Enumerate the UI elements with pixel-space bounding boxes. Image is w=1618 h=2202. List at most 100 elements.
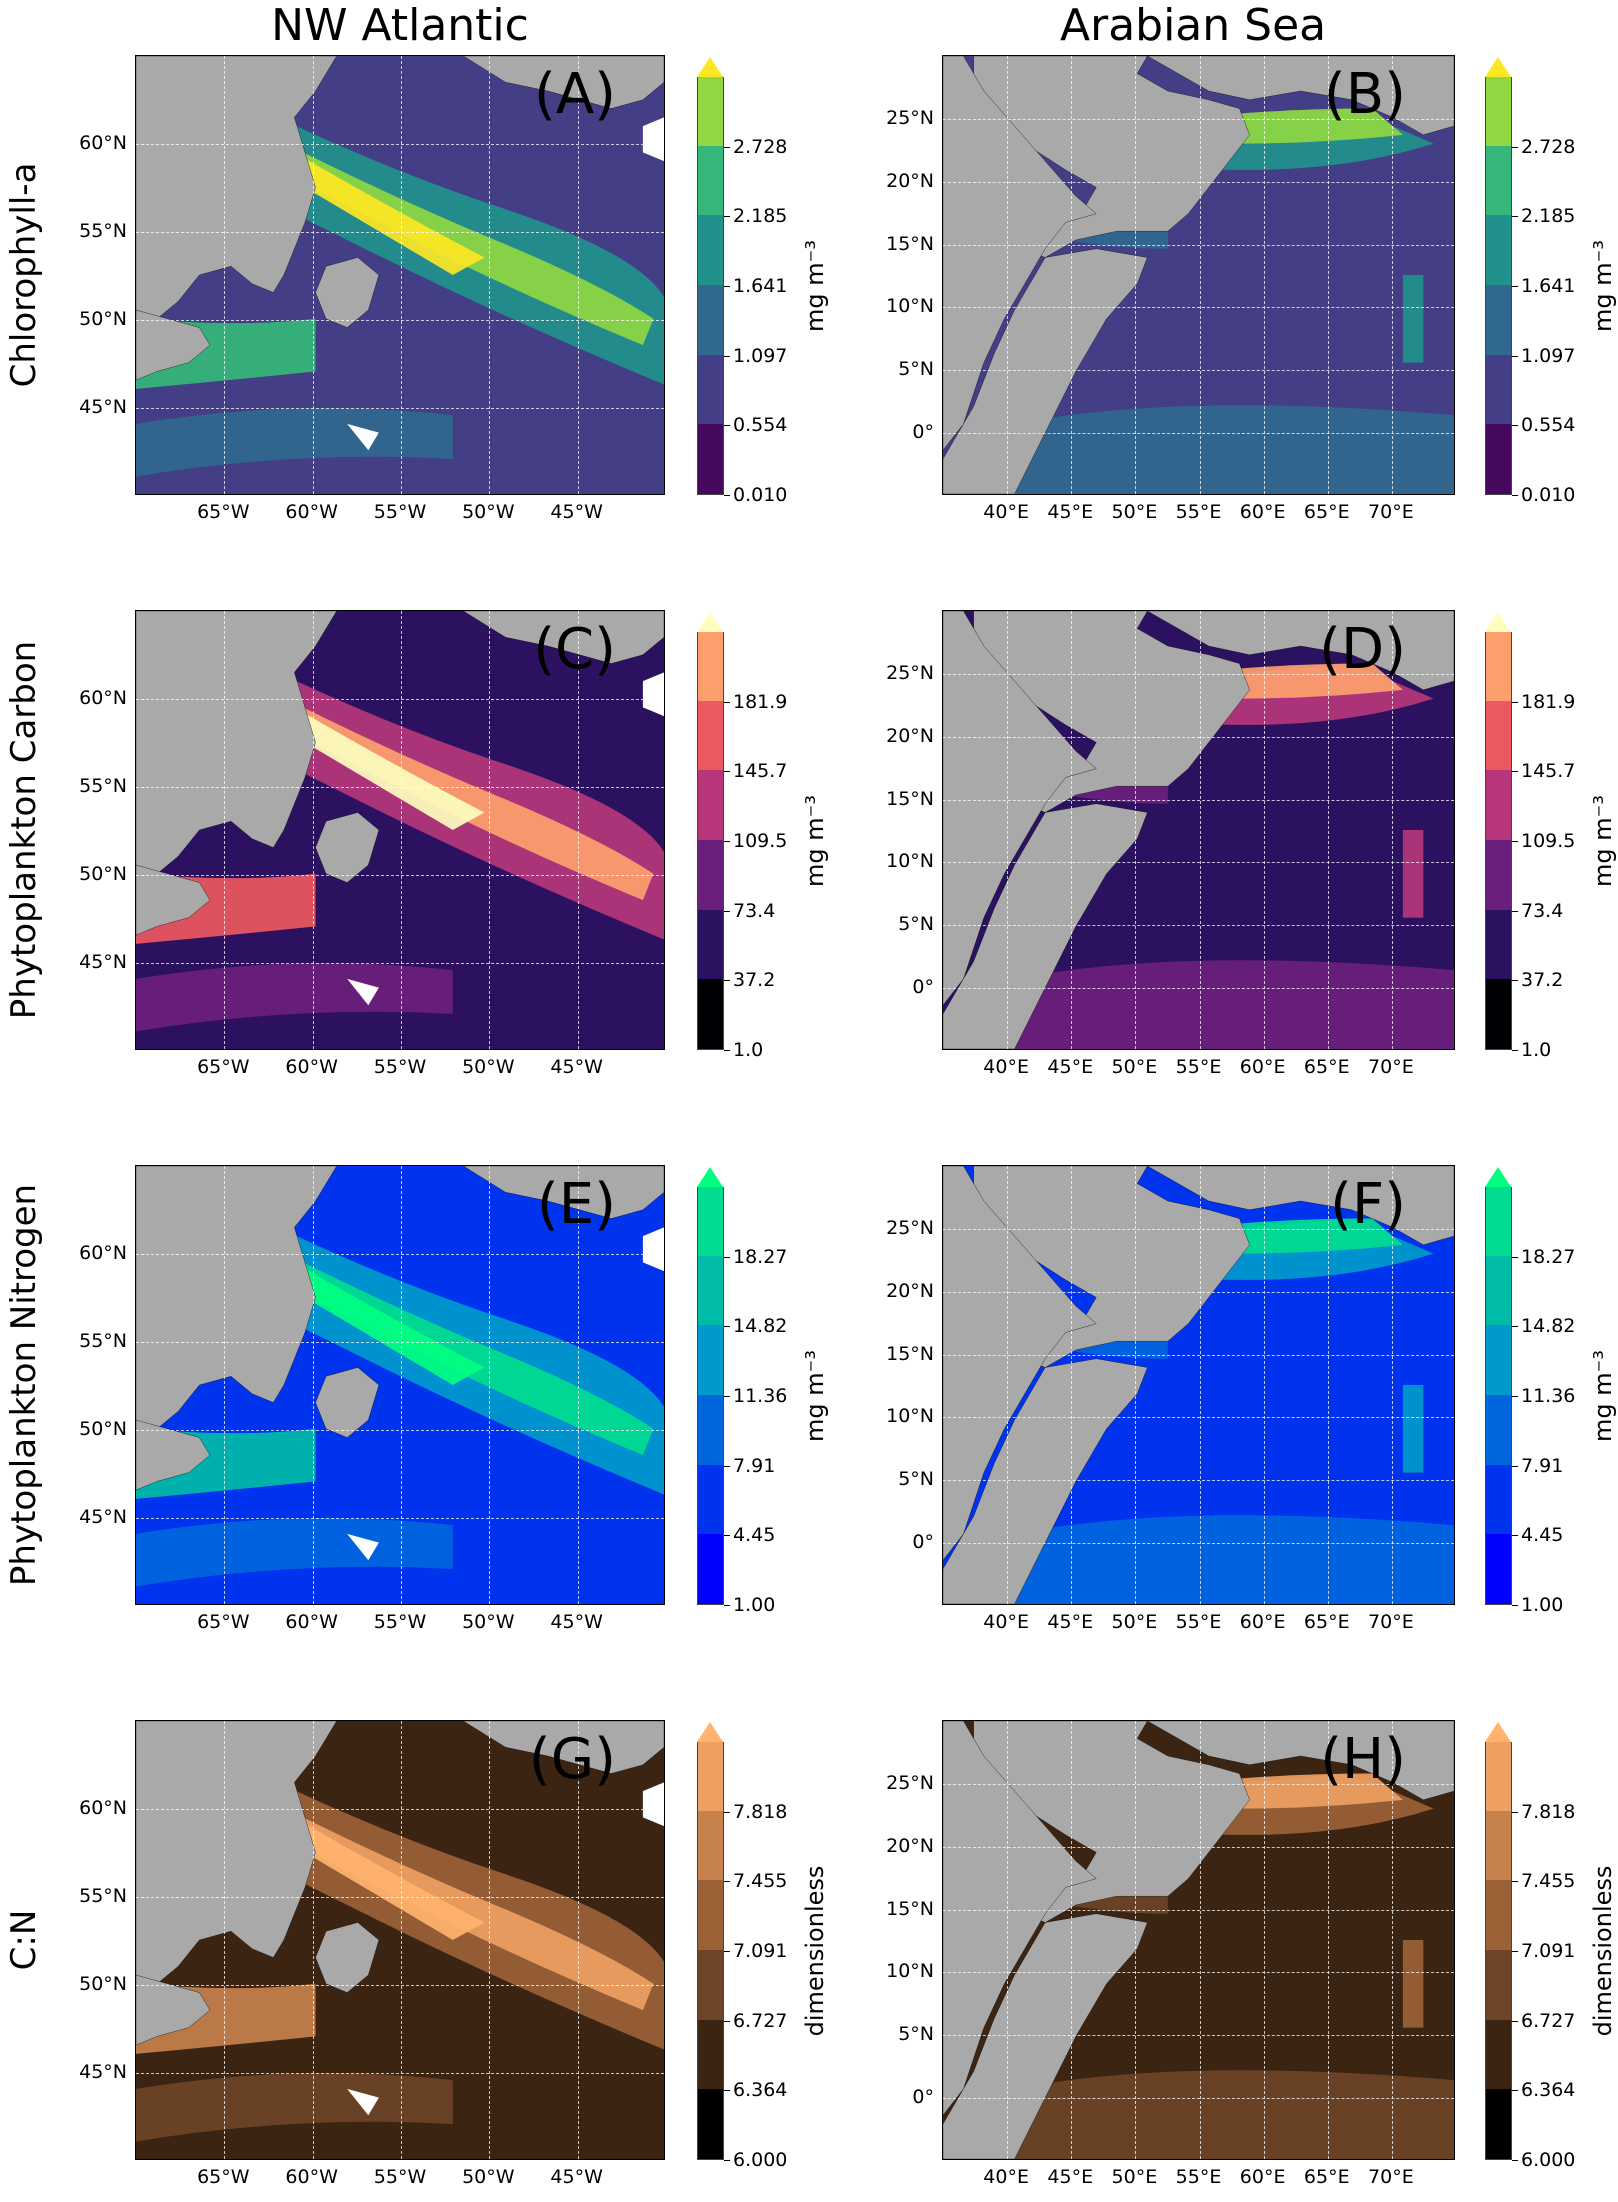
gridline-lon	[1327, 1166, 1329, 1604]
gridline-lon	[1199, 1721, 1201, 2159]
gridline-lon	[401, 56, 402, 494]
gridline-lat	[943, 1291, 1454, 1293]
ocean-band	[973, 960, 1454, 1049]
gridline-lat	[136, 963, 664, 964]
ocean-band	[262, 689, 654, 901]
colorbar-tick-mark	[1512, 701, 1518, 703]
colorbar-segment	[1486, 424, 1511, 494]
panel-label: (B)	[1323, 62, 1406, 127]
land-mass	[463, 1166, 664, 1219]
colorbar-segment	[698, 1464, 723, 1535]
colorbar-segment	[698, 631, 723, 701]
gridline-lon	[1007, 1721, 1009, 2159]
colorbar-tick-label: 6.727	[1521, 2009, 1576, 2032]
map-panel-e: (E)	[135, 1165, 665, 1605]
gridline-lon	[577, 1166, 579, 1604]
longitude-label: 45°E	[1047, 1611, 1094, 1633]
gridline-lat	[136, 787, 664, 788]
gridline-lon	[1391, 1166, 1393, 1604]
colorbar-segment	[1486, 840, 1511, 910]
colorbar-tick-mark	[1512, 1881, 1518, 1883]
colorbar-segment	[698, 215, 723, 285]
gridline-lon	[1263, 1166, 1265, 1604]
gridline-lon	[1199, 56, 1201, 494]
colorbar-unit-label: mg m⁻³	[801, 240, 829, 332]
colorbar-unit-label: mg m⁻³	[801, 795, 829, 887]
colorbar-tick-mark	[724, 701, 730, 703]
gridline-lon	[1135, 1166, 1137, 1604]
colorbar-segment	[698, 979, 723, 1049]
map-canvas	[136, 56, 664, 494]
longitude-label: 55°W	[373, 1611, 427, 1633]
colorbar-tick-label: 4.45	[1521, 1524, 1564, 1547]
colorbar-tick-label: 7.091	[1521, 1940, 1576, 1962]
gridline-lon	[1391, 611, 1393, 1049]
ocean-band	[1402, 830, 1424, 918]
ocean-band	[294, 152, 485, 275]
colorbar-tick-mark	[1512, 771, 1518, 773]
gridline-lat	[943, 1543, 1454, 1545]
colorbar-tick-mark	[1512, 1326, 1518, 1328]
land-mass	[316, 257, 379, 327]
colorbar-tick-label: 1.641	[1521, 275, 1576, 297]
land-mass	[1147, 1721, 1454, 1800]
colorbar-segment	[1486, 1464, 1511, 1535]
map-panel-f: (F)	[942, 1165, 1455, 1605]
colorbar-tick-mark	[724, 841, 730, 842]
gridline-lat	[943, 988, 1454, 990]
colorbar-extend-arrow	[697, 1167, 723, 1187]
land-mass	[463, 56, 664, 109]
longitude-label: 45°W	[550, 1611, 603, 1633]
colorbar-tick-label: 6.000	[1521, 2149, 1576, 2171]
colorbar-tick-label: 6.364	[1521, 2079, 1576, 2102]
latitude-label: 60°N	[79, 1797, 127, 1819]
colorbar-segment	[698, 2019, 723, 2090]
colorbar-tick-label: 145.7	[1521, 760, 1576, 783]
longitude-label: 45°W	[550, 501, 603, 523]
colorbar-tick-mark	[1512, 2020, 1518, 2022]
land-mass	[316, 812, 379, 882]
map-canvas	[136, 611, 664, 1049]
land-mass	[316, 1367, 379, 1437]
colorbar	[697, 631, 724, 1050]
panel-label: (G)	[528, 1727, 616, 1792]
gridline-lon	[312, 1166, 314, 1604]
column-title-nw-atlantic: NW Atlantic	[271, 0, 529, 51]
gridline-lat	[136, 875, 664, 876]
colorbar	[1485, 631, 1512, 1050]
gridline-lon	[1391, 56, 1393, 494]
gridline-lon	[1071, 56, 1073, 494]
panel-label: (D)	[1319, 617, 1406, 682]
colorbar-tick-label: 18.27	[1521, 1245, 1576, 1268]
map-canvas	[943, 1721, 1454, 2159]
colorbar-tick-mark	[1512, 1535, 1518, 1537]
gridline-lat	[943, 244, 1454, 246]
colorbar-segment	[1486, 215, 1511, 285]
latitude-label: 0°	[912, 421, 934, 444]
land-mass	[943, 249, 1147, 494]
gridline-lat	[943, 118, 1454, 120]
gridline-lon	[401, 611, 402, 1049]
gridline-lon	[1263, 611, 1265, 1049]
land-mass	[136, 1166, 337, 1429]
gridline-lat	[136, 1985, 664, 1986]
colorbar-tick-label: 1.00	[1521, 1594, 1564, 1616]
gridline-lat	[943, 1354, 1454, 1356]
gridline-lat	[136, 699, 664, 700]
latitude-label: 5°N	[898, 1468, 934, 1491]
colorbar-tick-label: 2.185	[733, 205, 788, 228]
gridline-lon	[1391, 1721, 1393, 2159]
colorbar-tick-label: 4.45	[733, 1524, 776, 1547]
colorbar-tick-mark	[724, 1256, 730, 1258]
colorbar-segment	[1486, 1880, 1511, 1950]
gridline-lon	[1199, 1166, 1201, 1604]
colorbar-tick-label: 0.554	[1521, 414, 1576, 437]
colorbar-tick-label: 18.27	[733, 1245, 788, 1268]
colorbar-tick-mark	[724, 286, 730, 287]
land-mass	[1147, 611, 1454, 690]
map-panel-c: (C)	[135, 610, 665, 1050]
ocean-band	[973, 2070, 1454, 2159]
colorbar-tick-label: 145.7	[733, 760, 788, 783]
longitude-label: 65°W	[197, 501, 250, 523]
latitude-label: 10°N	[886, 295, 934, 318]
